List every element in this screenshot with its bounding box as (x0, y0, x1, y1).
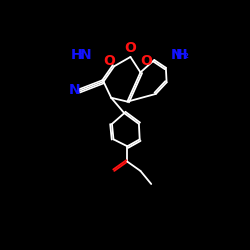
Text: N: N (68, 83, 80, 97)
Text: H: H (71, 48, 82, 62)
Text: O: O (103, 54, 115, 68)
Text: ₂: ₂ (79, 50, 84, 60)
Text: O: O (124, 41, 136, 55)
Text: H: H (176, 48, 187, 62)
Text: N: N (80, 48, 92, 62)
Text: O: O (140, 54, 152, 68)
Text: N: N (171, 48, 182, 62)
Text: ₂: ₂ (184, 50, 188, 60)
